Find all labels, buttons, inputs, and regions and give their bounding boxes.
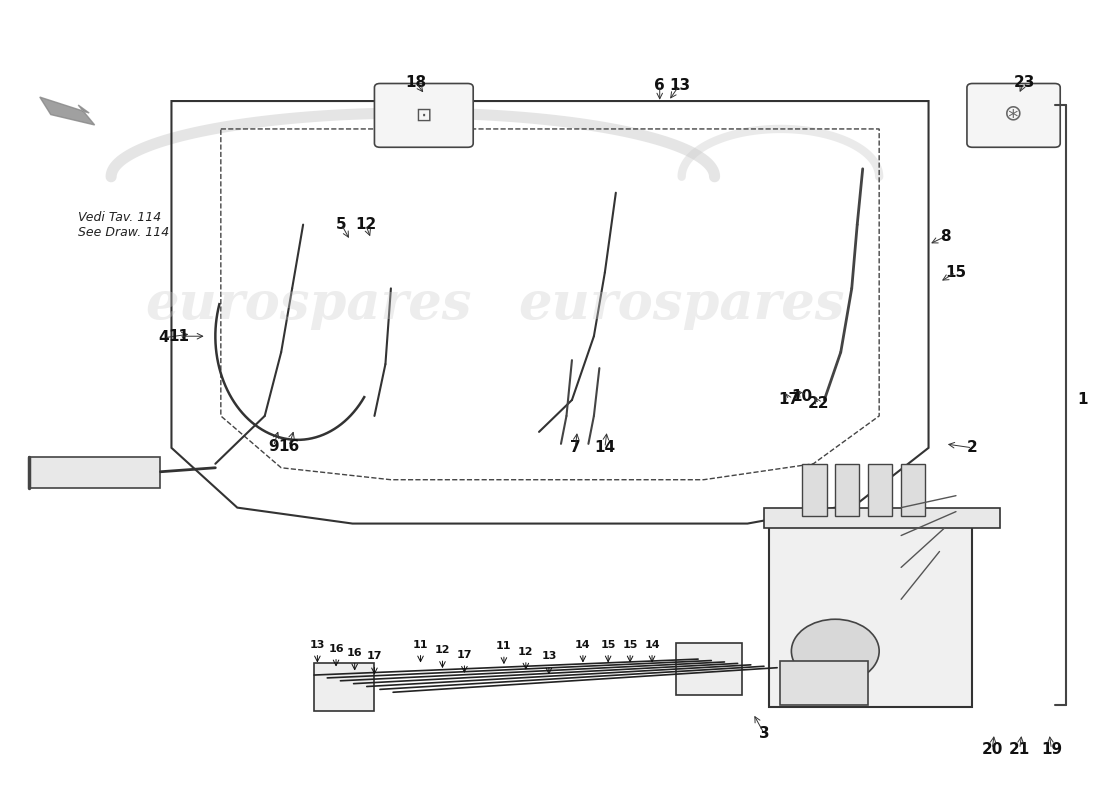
Text: 15: 15 [601, 639, 616, 650]
Text: 7: 7 [570, 440, 581, 455]
Text: ⊡: ⊡ [416, 106, 432, 125]
Text: 17: 17 [779, 393, 800, 407]
Text: 16: 16 [278, 438, 299, 454]
Text: 1: 1 [1077, 393, 1088, 407]
Text: eurospares: eurospares [145, 279, 472, 330]
Polygon shape [868, 464, 892, 515]
Text: 5: 5 [337, 217, 346, 232]
Text: 16: 16 [328, 643, 344, 654]
Polygon shape [40, 97, 95, 125]
Text: 14: 14 [645, 639, 660, 650]
Text: 11: 11 [168, 329, 189, 344]
Circle shape [791, 619, 879, 683]
Text: 18: 18 [406, 75, 427, 90]
Text: 22: 22 [808, 397, 829, 411]
Text: 15: 15 [623, 639, 638, 650]
Text: 21: 21 [1009, 742, 1031, 757]
Text: 17: 17 [456, 650, 472, 660]
Polygon shape [835, 464, 859, 515]
FancyBboxPatch shape [967, 83, 1060, 147]
Bar [764, 508, 1000, 527]
Text: 14: 14 [594, 440, 615, 455]
Text: 16: 16 [346, 647, 363, 658]
Text: 17: 17 [366, 651, 382, 662]
Text: 12: 12 [518, 646, 534, 657]
Text: 11: 11 [496, 641, 512, 651]
Bar [676, 643, 742, 695]
Text: 9: 9 [268, 438, 278, 454]
Text: 12: 12 [434, 645, 450, 655]
Text: Vedi Tav. 114
See Draw. 114: Vedi Tav. 114 See Draw. 114 [78, 210, 169, 238]
Bar [315, 663, 374, 711]
Bar [780, 661, 868, 705]
Text: 23: 23 [1013, 75, 1035, 90]
Text: 13: 13 [541, 651, 557, 662]
Text: 13: 13 [669, 78, 690, 93]
Text: 3: 3 [759, 726, 769, 741]
Text: 6: 6 [654, 78, 666, 93]
Text: 15: 15 [945, 265, 967, 280]
Text: ⊛: ⊛ [1003, 103, 1022, 123]
Text: 14: 14 [575, 639, 591, 650]
FancyBboxPatch shape [374, 83, 473, 147]
Text: 11: 11 [412, 639, 428, 650]
Text: 13: 13 [310, 639, 326, 650]
Text: 12: 12 [355, 217, 376, 232]
Bar [769, 515, 972, 707]
Text: 8: 8 [939, 229, 950, 244]
Polygon shape [802, 464, 826, 515]
Polygon shape [901, 464, 925, 515]
Text: 2: 2 [967, 440, 978, 455]
Text: 4: 4 [158, 330, 169, 346]
Bar [29, 458, 161, 488]
Text: 20: 20 [981, 742, 1003, 757]
Text: eurospares: eurospares [518, 279, 845, 330]
Text: 10: 10 [792, 389, 813, 403]
Text: 19: 19 [1041, 742, 1062, 757]
